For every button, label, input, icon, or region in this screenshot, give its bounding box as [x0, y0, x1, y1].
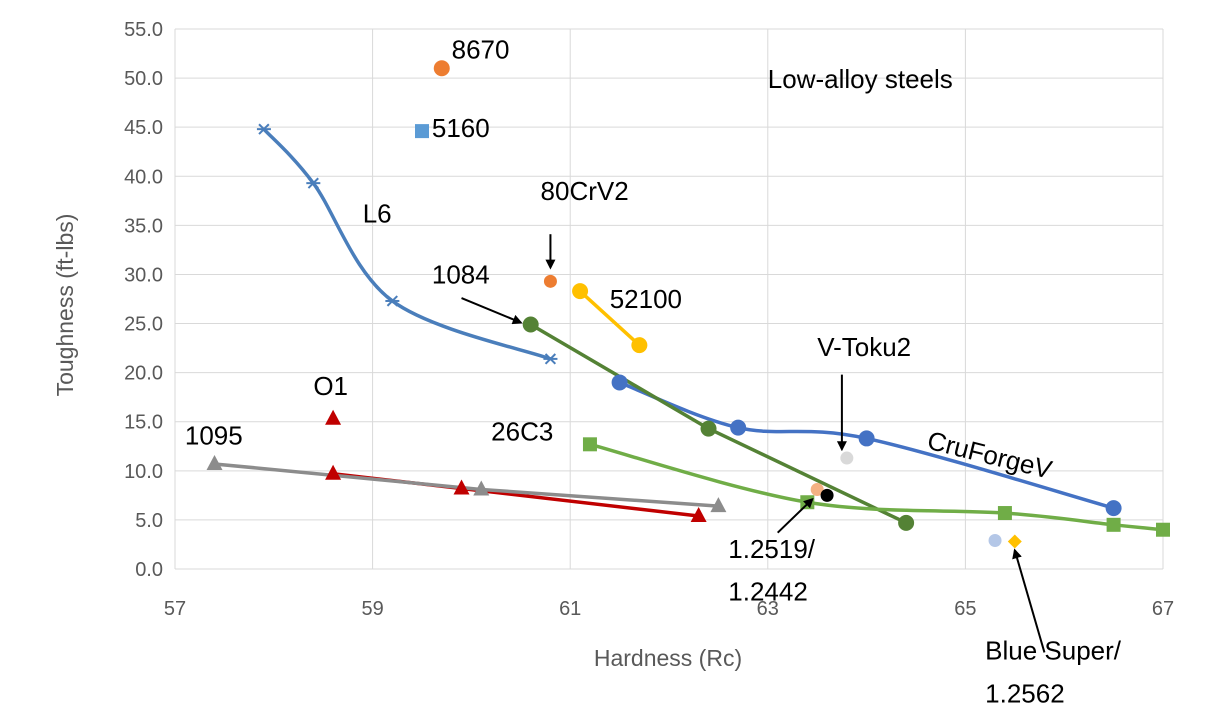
y-tick-label: 5.0 — [135, 510, 163, 532]
annotation-v-toku2: V-Toku2 — [817, 332, 911, 362]
data-point-l6 — [543, 353, 558, 365]
data-point-26c3 — [997, 506, 1012, 521]
series-line-52100 — [578, 289, 641, 347]
y-tick-label: 25.0 — [124, 314, 163, 336]
star-stroke — [307, 177, 319, 189]
star-stroke — [258, 123, 270, 135]
x-tick-label: 65 — [954, 598, 976, 620]
x-tick-label: 57 — [164, 598, 186, 620]
y-tick-label: 20.0 — [124, 363, 163, 385]
arrow-1084 — [461, 297, 523, 325]
data-point-5160 — [415, 124, 429, 139]
annotation-1095: 1095 — [185, 420, 243, 450]
data-point-1.2562 — [988, 534, 1002, 548]
x-tick-label: 67 — [1152, 598, 1174, 620]
series-line-cruforgev — [618, 380, 1115, 510]
data-point-l6 — [385, 295, 400, 307]
y-tick-label: 55.0 — [124, 19, 163, 41]
x-tick-label: 59 — [361, 598, 383, 620]
data-point-cruforgev — [730, 419, 747, 436]
annotation-o1: O1 — [313, 371, 348, 401]
y-tick-label: 10.0 — [124, 461, 163, 483]
annotation-1084: 1084 — [432, 259, 490, 289]
data-point-26c3 — [1106, 517, 1121, 532]
data-point-52100 — [631, 337, 648, 354]
x-tick-label: 61 — [559, 598, 581, 620]
x-axis-ticks: 57 59 61 63 65 67 — [164, 598, 1174, 620]
data-point-80crv2 — [543, 274, 557, 288]
annotation-8670: 8670 — [452, 34, 510, 64]
annotation-low-alloy: Low-alloy steels — [768, 64, 953, 94]
data-point-cruforgev — [611, 374, 628, 391]
data-point-1084 — [522, 316, 539, 333]
data-point-1095 — [206, 454, 223, 470]
annotation-l6: L6 — [363, 198, 392, 228]
data-point-52100 — [572, 283, 589, 300]
annotation-80crv2: 80CrV2 — [541, 176, 629, 206]
x-axis-title: Hardness (Rc) — [594, 645, 742, 671]
data-point-1095 — [710, 497, 727, 513]
data-point-blue-super — [1007, 534, 1022, 549]
y-tick-label: 30.0 — [124, 264, 163, 286]
data-point-1084 — [700, 420, 717, 437]
data-point-1.2442 — [820, 488, 834, 502]
data-point-1.2519 — [810, 482, 824, 496]
y-tick-label: 0.0 — [135, 559, 163, 581]
data-point-26c3 — [582, 437, 597, 452]
data-point-26c3 — [1156, 522, 1170, 537]
y-tick-label: 50.0 — [124, 68, 163, 90]
y-tick-label: 15.0 — [124, 412, 163, 434]
annotation-52100: 52100 — [610, 284, 682, 314]
data-point-1095 — [473, 480, 490, 496]
y-tick-label: 45.0 — [124, 117, 163, 139]
annotation-1.2442: 1.2442 — [728, 576, 808, 606]
data-point-cruforgev — [858, 430, 875, 447]
x-tick-label: 63 — [757, 598, 779, 620]
data-point-26c3 — [800, 495, 815, 510]
y-axis-title: Toughness (ft-lbs) — [52, 214, 78, 397]
annotation-1.2519: 1.2519/ — [728, 534, 816, 564]
data-point-8670 — [433, 60, 450, 77]
data-point-l6 — [256, 123, 271, 135]
data-point-o1 — [453, 479, 470, 495]
data-point-o1-single — [325, 409, 342, 425]
series-line-l6 — [262, 127, 552, 361]
y-axis-ticks: 0.0 5.0 10.0 15.0 20.0 25.0 30.0 35.0 40.0 45.0 50… — [124, 19, 163, 581]
annotation-1.2562: 1.2562 — [985, 679, 1065, 709]
arrow-1.2519 — [776, 497, 814, 534]
data-point-1084 — [898, 514, 915, 531]
annotation-26c3: 26C3 — [491, 416, 553, 446]
data-point-cruforgev — [1105, 500, 1122, 517]
y-tick-label: 35.0 — [124, 215, 163, 237]
gridlines — [174, 28, 1164, 570]
star-stroke — [544, 353, 557, 365]
data-point-o1 — [325, 464, 342, 480]
star-stroke — [386, 295, 398, 307]
data-point-v-toku2 — [840, 451, 854, 465]
annotation-blue-super: Blue Super/ — [985, 635, 1122, 665]
annotation-arrows — [461, 234, 1046, 653]
data-point-l6 — [306, 177, 321, 189]
arrow-blue-super — [1012, 548, 1046, 653]
annotation-5160: 5160 — [432, 113, 490, 143]
data-point-o1 — [690, 506, 707, 522]
y-tick-label: 40.0 — [124, 166, 163, 188]
